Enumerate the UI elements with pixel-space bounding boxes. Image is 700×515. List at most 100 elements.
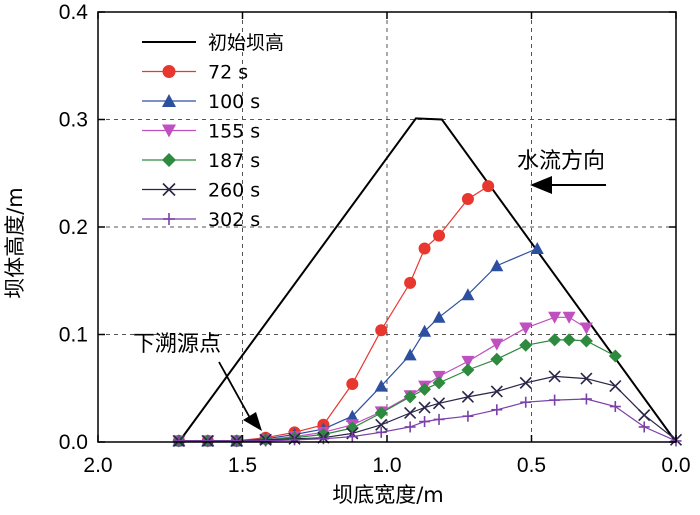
data-point — [461, 355, 475, 368]
legend-item: 260 s — [142, 180, 260, 202]
data-point — [519, 322, 533, 335]
data-point — [461, 363, 475, 377]
data-point — [609, 380, 622, 393]
data-point — [461, 390, 474, 403]
legend-item: 187 s — [142, 150, 260, 172]
legend-label: 100 s — [208, 91, 260, 113]
data-point — [202, 435, 214, 447]
data-point — [163, 213, 175, 225]
data-point — [638, 409, 651, 422]
legend-label: 187 s — [208, 150, 260, 172]
data-point — [562, 311, 576, 324]
data-point — [418, 401, 431, 414]
grid-lines — [98, 12, 676, 442]
data-point — [580, 372, 593, 385]
y-tick-label: 0.2 — [59, 216, 88, 239]
data-point — [580, 393, 592, 405]
data-point — [432, 376, 446, 390]
data-point — [173, 435, 185, 447]
data-point — [403, 390, 417, 404]
series-line — [178, 117, 677, 443]
data-point — [231, 435, 243, 447]
data-point — [375, 418, 388, 431]
data-point — [579, 322, 593, 335]
y-tick-label: 0.1 — [59, 324, 88, 347]
data-point — [579, 334, 593, 348]
data-point — [346, 377, 359, 390]
data-point — [433, 229, 446, 242]
data-point — [374, 406, 388, 420]
data-point — [432, 397, 446, 410]
legend-item: 72 s — [142, 62, 248, 84]
data-point — [490, 352, 504, 366]
x-tick-label: 0.0 — [661, 454, 690, 477]
legend-item: 155 s — [142, 121, 260, 143]
data-point — [162, 94, 176, 107]
flow-direction-label: 水流方向 — [517, 149, 605, 174]
x-tick-label: 2.0 — [83, 454, 112, 477]
data-point — [432, 310, 446, 323]
data-point — [548, 333, 562, 347]
series-0 — [178, 117, 677, 443]
data-point — [609, 401, 621, 413]
x-tick-label: 1.5 — [228, 454, 257, 477]
series-group — [172, 117, 683, 448]
legend-label: 初始坝高 — [208, 32, 284, 54]
retreat-point-arrow — [218, 361, 262, 431]
y-tick-label: 0.0 — [59, 431, 88, 454]
x-tick-label: 0.5 — [517, 454, 546, 477]
data-point — [549, 394, 561, 406]
data-point — [638, 421, 650, 433]
data-point — [548, 311, 562, 324]
data-point — [461, 288, 475, 301]
data-point — [260, 435, 272, 447]
data-point — [345, 409, 359, 422]
legend-label: 260 s — [208, 180, 260, 202]
data-point — [289, 434, 301, 446]
y-axis-title: 坝体高度/m — [3, 187, 27, 299]
y-tick-label: 0.4 — [59, 1, 89, 24]
legend-item: 初始坝高 — [142, 32, 284, 54]
data-point — [530, 242, 544, 254]
data-point — [519, 376, 532, 389]
y-tick-label: 0.3 — [59, 109, 88, 132]
retreat-point-label: 下溯源点 — [133, 332, 221, 357]
data-point — [491, 404, 503, 416]
legend-label: 302 s — [208, 209, 260, 231]
data-point — [490, 259, 504, 272]
data-point — [418, 324, 432, 337]
data-point — [162, 124, 176, 138]
data-point — [433, 413, 445, 425]
data-point — [462, 410, 474, 422]
data-point — [520, 396, 532, 408]
data-point — [482, 180, 495, 193]
data-point — [162, 182, 176, 197]
x-tick-label: 1.0 — [372, 454, 401, 477]
data-point — [162, 153, 176, 167]
data-point — [418, 382, 432, 396]
data-point — [461, 193, 474, 206]
data-point — [404, 406, 417, 420]
legend-label: 155 s — [208, 121, 260, 143]
data-point — [418, 242, 431, 255]
axis-ticks: 2.0 1.5 1.0 0.5 0.0 0.0 0.1 0.2 0.3 0.4 — [59, 1, 691, 477]
data-point — [490, 385, 503, 398]
legend-label: 72 s — [208, 62, 248, 84]
data-point — [162, 65, 176, 78]
data-point — [375, 324, 388, 337]
data-point — [490, 338, 504, 351]
data-point — [404, 421, 416, 433]
data-point — [548, 370, 561, 383]
data-point — [375, 426, 387, 438]
data-point — [374, 379, 388, 392]
x-axis-title: 坝底宽度/m — [332, 483, 444, 507]
legend: 初始坝高 72 s 100 s 155 s 187 s 260 s 302 s — [142, 32, 284, 231]
legend-item: 100 s — [142, 91, 260, 113]
series-6 — [173, 393, 682, 447]
legend-item: 302 s — [142, 209, 260, 231]
data-point — [519, 338, 533, 352]
data-point — [404, 276, 417, 289]
data-point — [346, 431, 358, 443]
